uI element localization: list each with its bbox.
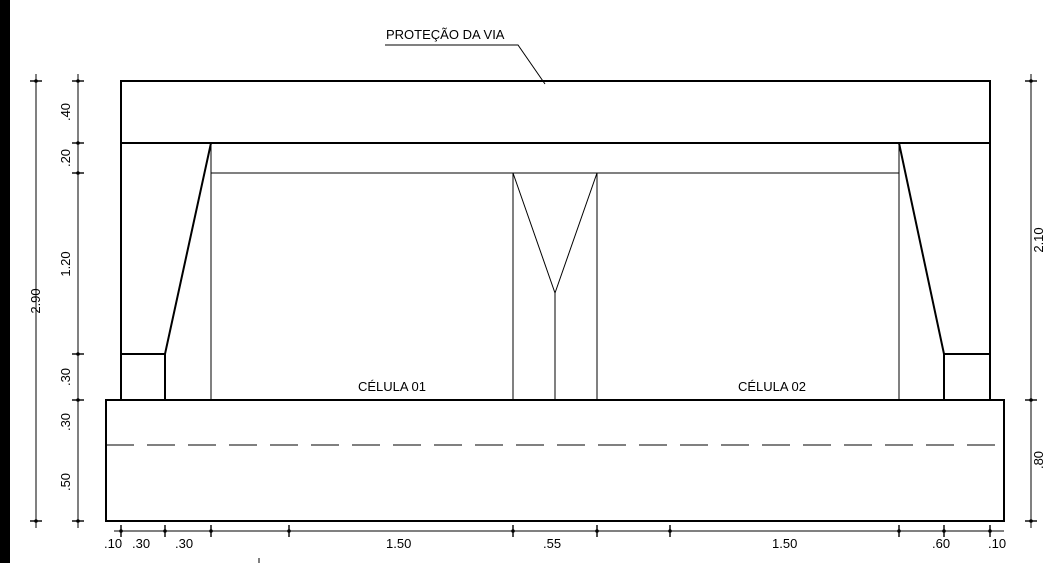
dim-bottom: .60 (932, 536, 950, 551)
foundation-slab (105, 399, 1005, 522)
celula-01-label: CÉLULA 01 (358, 379, 426, 394)
dim-bottom: .10 (104, 536, 122, 551)
dim-bottom: .30 (175, 536, 193, 551)
dim-left-outer: 2.90 (28, 288, 43, 313)
bottom-dimension-line (114, 525, 1004, 563)
left-haunch (121, 142, 213, 355)
top-slab (120, 80, 991, 144)
cell-lines (210, 143, 900, 400)
dim-bottom: 1.50 (772, 536, 797, 551)
dim-left-inner: 1.20 (58, 251, 73, 276)
right-haunch (897, 142, 990, 355)
dim-left-inner: .30 (58, 368, 73, 386)
dim-bottom: .10 (988, 536, 1006, 551)
left-frame-strip (0, 0, 10, 563)
left-dimension-lines (30, 74, 84, 528)
protecao-label: PROTEÇÃO DA VIA (386, 27, 505, 42)
celula-02-label: CÉLULA 02 (738, 379, 806, 394)
protecao-leader (385, 44, 546, 85)
dim-left-inner: .40 (58, 103, 73, 121)
dim-right: 2.10 (1031, 227, 1046, 252)
dim-right: .80 (1031, 451, 1046, 469)
dim-bottom: .55 (543, 536, 561, 551)
dim-bottom: .30 (132, 536, 150, 551)
dim-left-inner: .30 (58, 413, 73, 431)
dim-left-inner: .50 (58, 473, 73, 491)
dim-left-inner: .20 (58, 149, 73, 167)
right-dimension-lines (1025, 74, 1037, 528)
dim-bottom: 1.50 (386, 536, 411, 551)
